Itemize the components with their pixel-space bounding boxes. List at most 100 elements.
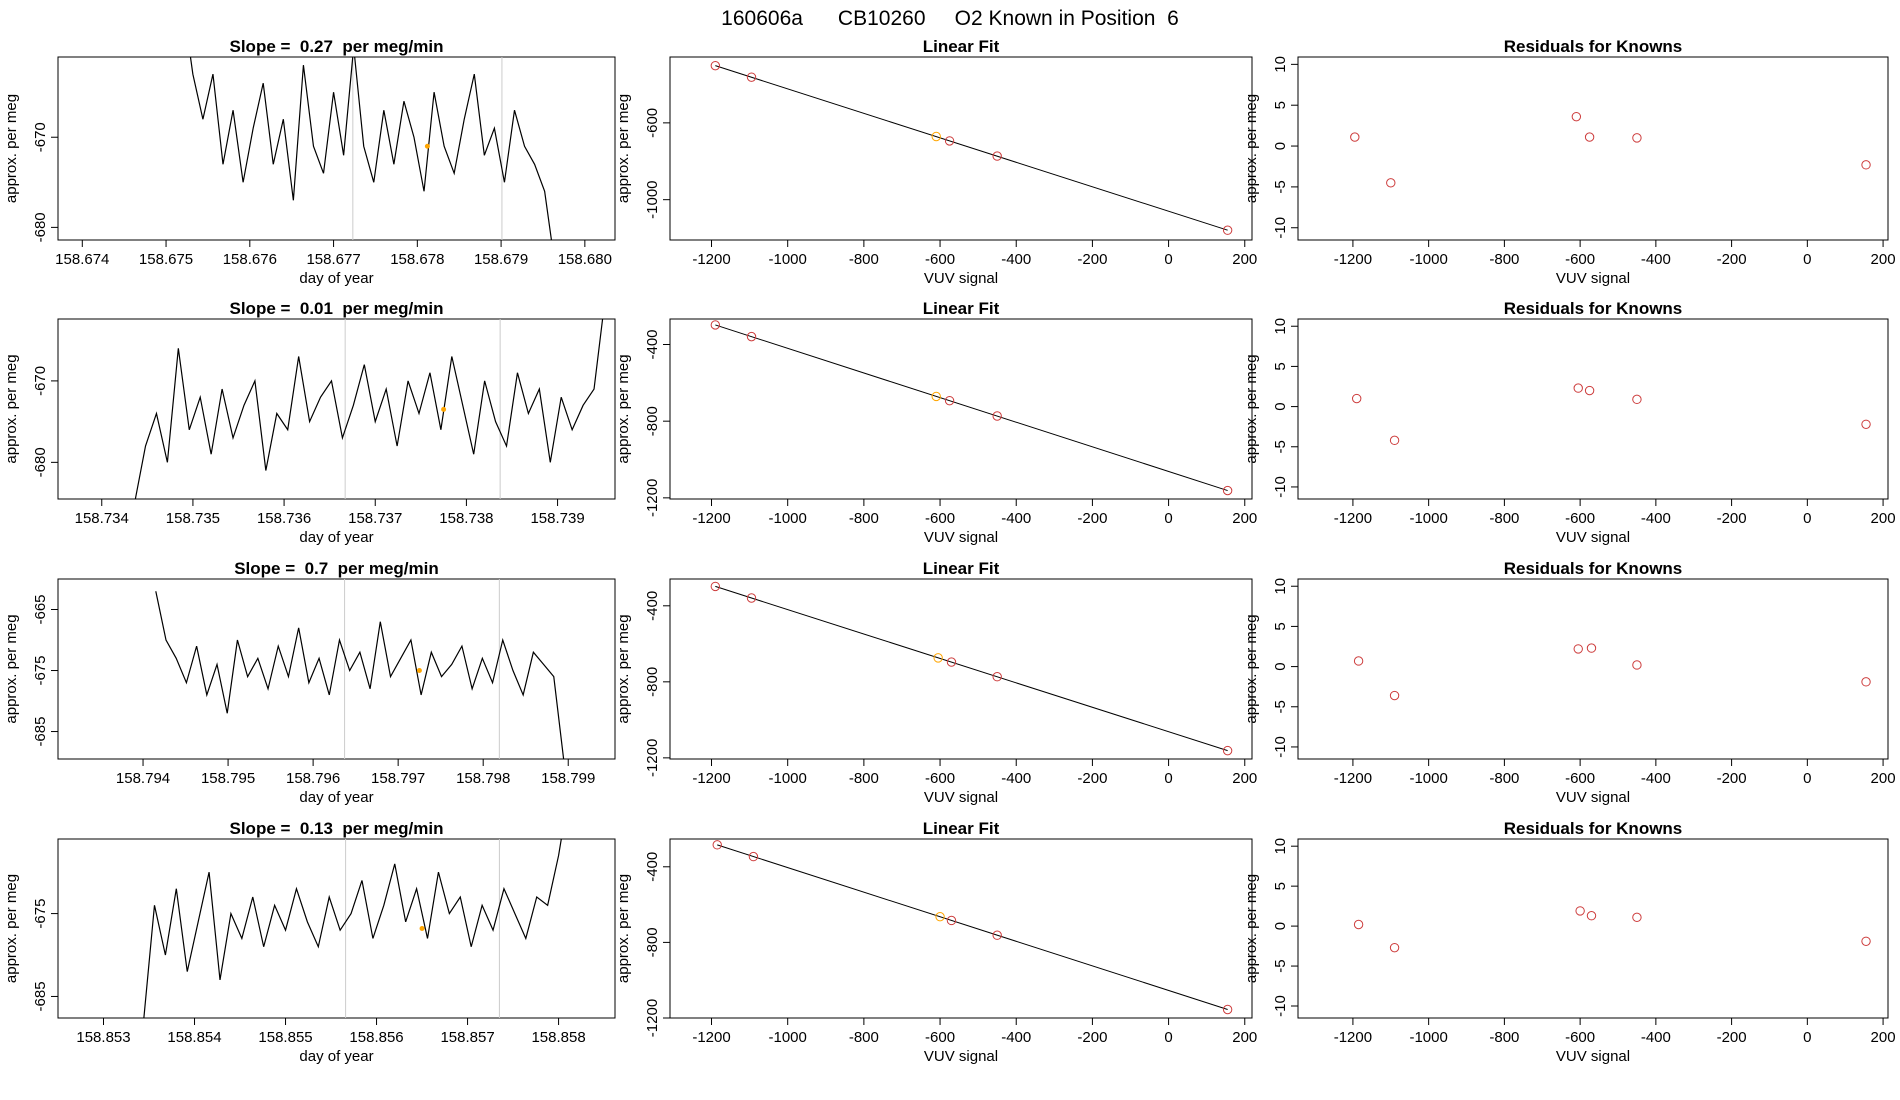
- x-tick-label: -1200: [692, 1029, 730, 1046]
- x-tick-label: 200: [1232, 251, 1257, 268]
- point: [1586, 911, 1597, 921]
- x-tick-label: -400: [1001, 1029, 1031, 1046]
- point: [1350, 132, 1360, 142]
- y-tick-label: -400: [644, 591, 661, 621]
- y-tick-label: -5: [1272, 180, 1289, 193]
- x-tick-label: -1000: [1409, 510, 1447, 527]
- point: [1584, 385, 1595, 396]
- point: [992, 151, 1002, 161]
- x-tick-label: -1200: [1334, 510, 1372, 527]
- panel-title: Residuals for Knowns: [1504, 819, 1683, 838]
- x-tick-label: 158.677: [306, 251, 360, 268]
- panel-title: Residuals for Knowns: [1504, 37, 1683, 56]
- panel: Slope = 0.13 per meg/min day of year appro…: [3, 819, 616, 1065]
- plot-frame: [1297, 318, 1889, 500]
- y-axis-label: approx. per meg: [615, 614, 632, 723]
- point: [710, 581, 721, 592]
- x-axis-label: VUV signal: [1556, 1048, 1630, 1065]
- y-tick-label: -5: [1272, 959, 1289, 972]
- point: [1386, 178, 1396, 188]
- panel-title: Residuals for Knowns: [1504, 559, 1683, 578]
- x-tick-label: -200: [1717, 1029, 1747, 1046]
- x-tick-label: 0: [1164, 1029, 1172, 1046]
- x-tick-label: 158.738: [439, 510, 493, 527]
- plot-frame: [669, 838, 1253, 1019]
- point: [1861, 419, 1871, 429]
- point: [1351, 393, 1362, 404]
- x-tick-label: 158.858: [531, 1029, 585, 1046]
- panel: Residuals for Knowns VUV signal approx. pe…: [1243, 559, 1896, 806]
- point: [1573, 644, 1583, 654]
- y-axis-label: approx. per meg: [3, 94, 20, 203]
- point: [1222, 485, 1233, 496]
- point: [1389, 690, 1400, 701]
- x-tick-label: 158.675: [139, 251, 193, 268]
- point: [1632, 394, 1642, 405]
- x-tick-label: -200: [1077, 770, 1107, 787]
- x-tick-label: 0: [1164, 510, 1172, 527]
- x-tick-label: -800: [849, 510, 879, 527]
- y-tick-label: -680: [32, 212, 49, 242]
- x-tick-label: 158.679: [474, 251, 528, 268]
- plot-frame: [57, 56, 616, 241]
- point: [944, 136, 955, 146]
- x-tick-label: 0: [1803, 770, 1811, 787]
- panel-title: Residuals for Knowns: [1504, 299, 1683, 318]
- x-tick-label: 158.797: [371, 770, 425, 787]
- point: [931, 391, 941, 402]
- point: [1861, 936, 1871, 946]
- y-tick-label: -10: [1272, 217, 1289, 239]
- point: [1222, 745, 1233, 756]
- y-tick-label: -1200: [644, 999, 661, 1037]
- data-line: [189, 57, 553, 240]
- data-line: [134, 319, 604, 499]
- y-tick-label: -670: [32, 122, 49, 152]
- y-tick-label: -800: [644, 927, 661, 957]
- x-axis-label: VUV signal: [1556, 270, 1630, 287]
- x-tick-label: -200: [1717, 510, 1747, 527]
- panel: Slope = 0.27 per meg/min day of year appro…: [3, 37, 616, 287]
- x-tick-label: 200: [1232, 510, 1257, 527]
- point: [1389, 942, 1400, 953]
- x-axis-label: VUV signal: [924, 270, 998, 287]
- y-axis-label: approx. per meg: [615, 94, 632, 203]
- y-tick-label: -675: [32, 656, 49, 686]
- highlight-point: [441, 406, 447, 412]
- y-axis-label: approx. per meg: [3, 354, 20, 463]
- panel: Slope = 0.7 per meg/min day of year approx…: [3, 559, 616, 806]
- x-tick-label: 0: [1803, 1029, 1811, 1046]
- y-tick-label: -10: [1272, 736, 1289, 758]
- x-tick-label: 0: [1803, 251, 1811, 268]
- point: [992, 411, 1002, 421]
- x-axis-label: VUV signal: [924, 529, 998, 546]
- x-tick-label: -400: [1641, 770, 1671, 787]
- y-tick-label: 5: [1272, 622, 1289, 630]
- y-tick-label: 5: [1272, 882, 1289, 890]
- y-axis-label: approx. per meg: [1243, 354, 1260, 463]
- x-tick-label: -1000: [769, 770, 807, 787]
- point: [1353, 919, 1364, 930]
- x-tick-label: -800: [1489, 510, 1519, 527]
- x-tick-label: -200: [1077, 251, 1107, 268]
- x-tick-label: -600: [1565, 1029, 1595, 1046]
- y-axis-label: approx. per meg: [615, 874, 632, 983]
- point: [1575, 906, 1585, 916]
- x-tick-label: -400: [1001, 770, 1031, 787]
- plot-frame: [1297, 578, 1889, 760]
- data-line: [143, 839, 562, 1018]
- panel-title: Slope = 0.13 per meg/min: [230, 819, 444, 838]
- y-tick-label: -670: [32, 366, 49, 396]
- point: [1353, 656, 1364, 666]
- fit-line: [715, 585, 1228, 752]
- panel: Linear Fit VUV signal approx. per meg -1200…: [615, 37, 1257, 287]
- x-tick-label: -800: [849, 1029, 879, 1046]
- y-tick-label: -600: [644, 108, 661, 138]
- data-line: [155, 591, 565, 759]
- x-tick-label: 158.734: [75, 510, 129, 527]
- point: [710, 60, 721, 71]
- x-tick-label: 158.794: [116, 770, 170, 787]
- point: [746, 331, 757, 342]
- y-tick-label: 5: [1272, 101, 1289, 109]
- x-tick-label: -400: [1641, 1029, 1671, 1046]
- panel: Residuals for Knowns VUV signal approx. pe…: [1243, 819, 1896, 1065]
